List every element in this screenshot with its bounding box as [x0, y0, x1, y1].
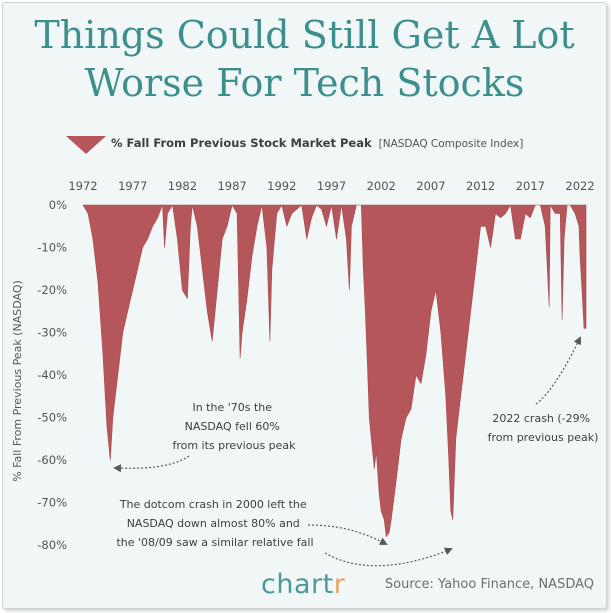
- y-tick-label: 0%: [49, 198, 67, 212]
- legend-label-main: % Fall From Previous Stock Market Peak: [111, 136, 372, 150]
- x-tick-label: 2022: [565, 179, 594, 193]
- annotation-seventies-line-1: In the '70s the: [192, 401, 272, 414]
- x-tick-label: 2017: [516, 179, 545, 193]
- y-tick-label: -60%: [37, 453, 67, 467]
- y-tick-label: -40%: [37, 368, 67, 382]
- arrow-seventies: [113, 455, 190, 473]
- x-tick-label: 1977: [118, 179, 147, 193]
- x-tick-label: 1997: [317, 179, 346, 193]
- x-tick-label: 1987: [217, 179, 246, 193]
- legend-swatch-icon: [66, 136, 106, 154]
- chart-svg: % Fall From Previous Stock Market Peak […: [11, 136, 599, 567]
- annotation-dotcom: The dotcom crash in 2000 left the NASDAQ…: [116, 498, 313, 549]
- y-tick-label: -50%: [37, 411, 67, 425]
- x-tick-label: 2002: [367, 179, 396, 193]
- annotation-dotcom-line-1: The dotcom crash in 2000 left the: [119, 498, 307, 511]
- brand-main: chart: [261, 569, 334, 600]
- x-tick-label: 1992: [267, 179, 296, 193]
- annotation-dotcom-line-2: NASDAQ down almost 80% and: [127, 517, 300, 530]
- x-tick-label: 1972: [68, 179, 97, 193]
- x-tick-label: 1982: [168, 179, 197, 193]
- annotation-seventies-line-2: NASDAQ fell 60%: [185, 420, 280, 433]
- y-tick-label: -30%: [37, 326, 67, 340]
- annotation-seventies-line-3: from its previous peak: [172, 439, 296, 452]
- brand-accent: r: [333, 569, 346, 600]
- drawdown-area-series: [82, 204, 587, 537]
- source-credit: Source: Yahoo Finance, NASDAQ: [384, 577, 594, 592]
- title-line-1: Things Could Still Get A Lot: [34, 13, 575, 57]
- y-tick-label: -70%: [37, 496, 67, 510]
- annotation-seventies: In the '70s the NASDAQ fell 60% from its…: [172, 401, 296, 452]
- y-tick-label: -10%: [37, 241, 67, 255]
- x-tick-label: 2007: [416, 179, 445, 193]
- chartr-logo: chartr: [261, 569, 345, 600]
- annotation-dotcom-line-3: the '08/09 saw a similar relative fall: [116, 536, 313, 549]
- y-axis-label: % Fall From Previous Peak (NASDAQ): [11, 280, 24, 482]
- chart-title: Things Could Still Get A Lot Worse For T…: [3, 11, 606, 107]
- y-tick-label: -80%: [37, 538, 67, 552]
- annotation-2022-line-2: from previous peak): [488, 431, 599, 444]
- arrow-2022: [535, 336, 582, 405]
- x-tick-label: 2012: [466, 179, 495, 193]
- annotation-2022-crash: 2022 crash (-29% from previous peak): [488, 412, 599, 444]
- title-line-2: Worse For Tech Stocks: [84, 61, 525, 105]
- y-tick-label: -20%: [37, 283, 67, 297]
- arrow-dotcom-2009: [324, 547, 453, 567]
- arrow-dotcom-2000: [307, 524, 388, 545]
- annotation-2022-line-1: 2022 crash (-29%: [492, 412, 590, 425]
- legend-label: % Fall From Previous Stock Market Peak […: [111, 136, 523, 150]
- legend-label-sub: [NASDAQ Composite Index]: [379, 138, 524, 150]
